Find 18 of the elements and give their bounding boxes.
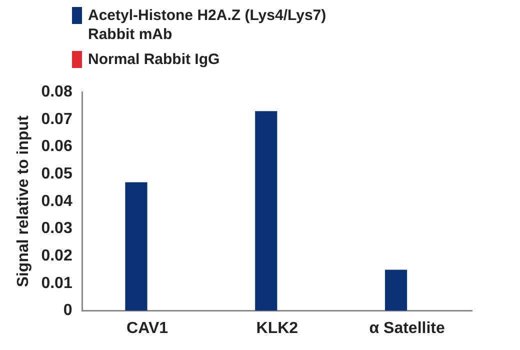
y-tick-label: 0.07 — [41, 110, 72, 128]
bar — [384, 270, 408, 311]
x-tick-label: KLK2 — [256, 320, 298, 337]
y-tick-label: 0.01 — [41, 274, 72, 292]
legend-label: Normal Rabbit IgG — [88, 50, 220, 69]
x-tick-label: CAV1 — [126, 320, 168, 337]
y-tick-label: 0.02 — [41, 248, 72, 265]
legend-label: Acetyl-Histone H2A.Z (Lys4/Lys7) Rabbit mAb — [88, 6, 328, 44]
x-tick-label: α Satellite — [369, 320, 445, 337]
y-tick-label: 0.03 — [41, 220, 72, 238]
bar — [125, 182, 148, 311]
bar — [255, 111, 278, 311]
y-tick-label: 0.06 — [41, 138, 72, 156]
y-tick-label: 0 — [63, 302, 72, 320]
y-tick-label: 0.05 — [41, 165, 72, 182]
y-axis-title: Signal relative to input — [15, 114, 32, 288]
y-tick-label: 0.04 — [41, 192, 72, 210]
y-tick-label: 0.08 — [41, 83, 72, 100]
